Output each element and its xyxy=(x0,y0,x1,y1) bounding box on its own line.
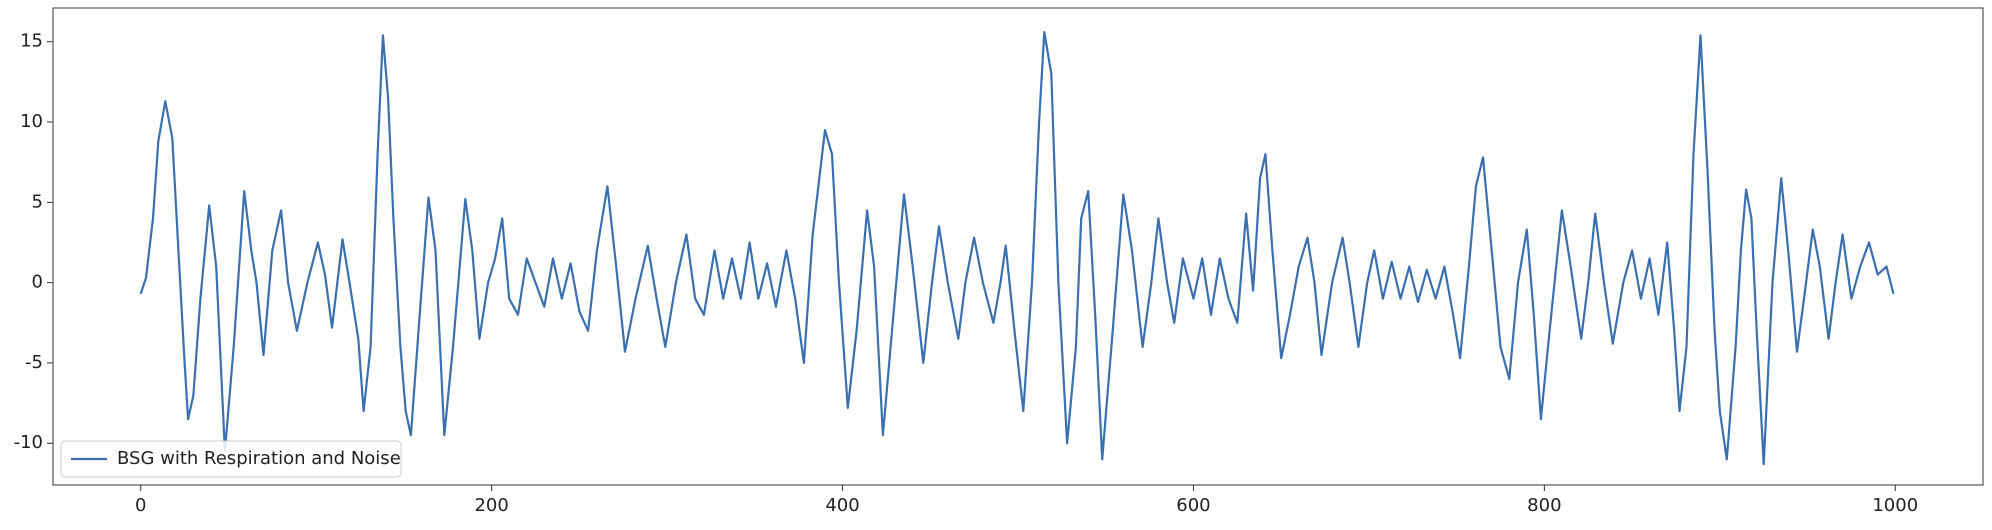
y-tick-label: 15 xyxy=(20,31,43,52)
y-tick-label: 5 xyxy=(32,191,43,212)
x-tick-label: 600 xyxy=(1176,495,1210,516)
y-tick-label: -5 xyxy=(25,352,43,373)
x-tick-label: 400 xyxy=(825,495,859,516)
data-line xyxy=(139,31,1895,466)
y-tick-label: 10 xyxy=(20,111,43,132)
x-tick-label: 0 xyxy=(135,495,146,516)
y-tick-label: 0 xyxy=(32,272,43,293)
legend-box xyxy=(60,440,402,478)
x-tick-label: 800 xyxy=(1527,495,1561,516)
x-tick-label: 1000 xyxy=(1872,495,1918,516)
legend-label: BSG with Respiration and Noise xyxy=(117,448,401,469)
y-tick-label: -10 xyxy=(14,432,43,453)
x-tick-label: 200 xyxy=(474,495,508,516)
plot-frame xyxy=(52,7,1984,486)
